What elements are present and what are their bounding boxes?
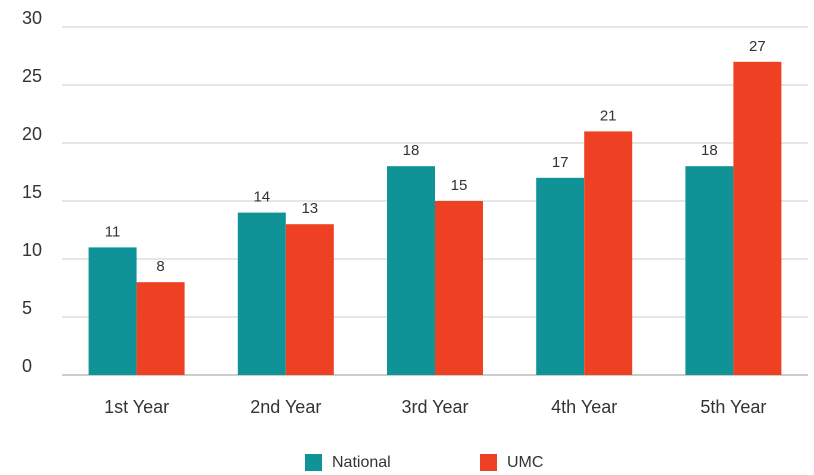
bar bbox=[285, 224, 334, 375]
x-tick-label: 3rd Year bbox=[401, 397, 468, 417]
x-tick-label: 4th Year bbox=[551, 397, 617, 417]
y-tick-label: 0 bbox=[22, 356, 32, 376]
legend-swatch bbox=[305, 454, 322, 471]
bar bbox=[136, 282, 185, 375]
value-label: 17 bbox=[552, 154, 569, 171]
legend-label: UMC bbox=[507, 454, 543, 471]
bar bbox=[435, 201, 483, 375]
value-label: 27 bbox=[749, 38, 766, 55]
x-tick-label: 5th Year bbox=[700, 397, 766, 417]
bar bbox=[387, 166, 435, 375]
value-label: 15 bbox=[451, 177, 468, 194]
value-label: 18 bbox=[403, 142, 420, 159]
y-tick-label: 10 bbox=[22, 240, 42, 260]
y-tick-label: 5 bbox=[22, 298, 32, 318]
y-tick-label: 25 bbox=[22, 66, 42, 86]
value-label: 13 bbox=[301, 200, 318, 217]
value-label: 14 bbox=[253, 189, 270, 206]
bar bbox=[584, 131, 633, 375]
y-tick-label: 20 bbox=[22, 124, 42, 144]
value-label: 11 bbox=[105, 223, 121, 240]
bar bbox=[733, 61, 782, 376]
value-label: 18 bbox=[701, 142, 718, 159]
bar bbox=[536, 177, 585, 375]
bar bbox=[237, 212, 286, 375]
legend-swatch bbox=[480, 454, 497, 471]
y-tick-label: 15 bbox=[22, 182, 42, 202]
bar bbox=[88, 247, 137, 375]
x-tick-label: 2nd Year bbox=[250, 397, 321, 417]
y-tick-label: 30 bbox=[22, 8, 42, 28]
bar bbox=[685, 166, 734, 375]
value-label: 21 bbox=[600, 107, 617, 124]
legend-label: National bbox=[332, 454, 391, 471]
x-tick-label: 1st Year bbox=[104, 397, 169, 417]
value-label: 8 bbox=[156, 258, 164, 275]
